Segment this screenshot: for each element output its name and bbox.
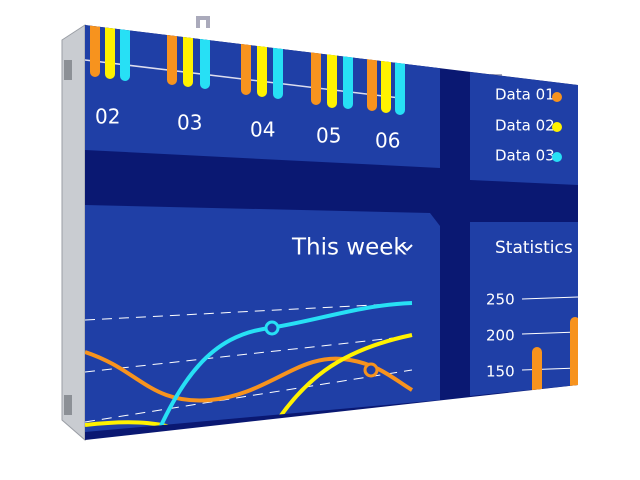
panel	[470, 72, 578, 185]
grid-line	[85, 369, 413, 423]
grid-line	[521, 331, 578, 335]
frame-latch	[64, 60, 72, 80]
legend-label: Data 03	[495, 147, 555, 165]
axis-label: 05	[316, 124, 341, 148]
grid-line	[85, 335, 413, 373]
legend-dot	[552, 122, 562, 132]
point-marker	[264, 320, 280, 336]
legend-label: Data 01	[495, 86, 555, 104]
panel-title: Statistics 03	[495, 238, 600, 258]
y-tick-label: 200	[486, 327, 515, 345]
panel-title: This week	[291, 235, 407, 261]
frame	[61, 24, 86, 442]
point-marker	[363, 362, 379, 378]
axis-label: 03	[177, 111, 202, 135]
legend-label: Data 02	[495, 117, 555, 135]
grid-line	[521, 367, 578, 371]
grid-line	[85, 302, 413, 321]
grid-line	[521, 296, 578, 300]
axis-label: 04	[250, 118, 275, 142]
axis-label: 02	[95, 105, 120, 129]
legend-dot	[552, 92, 562, 102]
panel	[85, 205, 440, 432]
frame-latch	[64, 395, 72, 415]
axis-label: 06	[375, 129, 400, 153]
y-tick-label: 150	[486, 363, 515, 381]
hook	[196, 16, 210, 28]
y-tick-label: 250	[486, 291, 515, 309]
legend-dot	[552, 152, 562, 162]
panel	[470, 222, 578, 396]
dropdown-chevron[interactable]	[401, 244, 413, 252]
